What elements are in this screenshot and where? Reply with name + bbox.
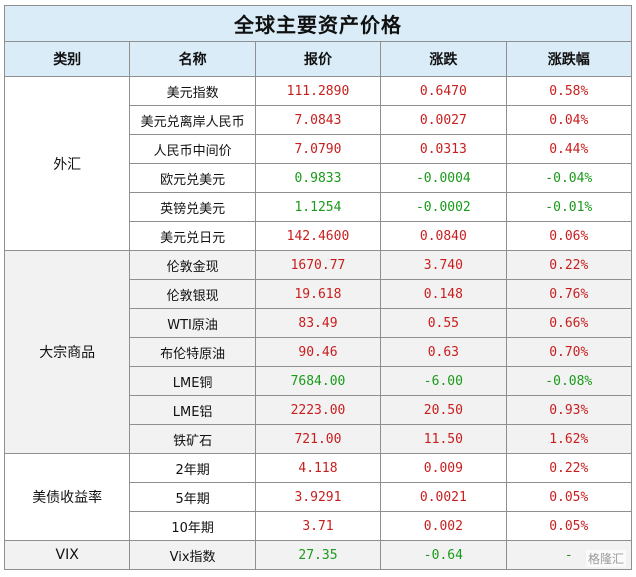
category-cell: VIX <box>3 540 131 570</box>
asset-price-table: 全球主要资产价格 类别 名称 报价 涨跌 涨跌幅 外汇 美元指数 111.2890 0… <box>3 5 633 570</box>
price-cell: 1.1254 <box>254 192 382 222</box>
change-pct-cell: -0.01% <box>505 192 633 222</box>
table-row: 欧元兑美元 0.9833 -0.0004 -0.04% <box>5 163 633 193</box>
change-pct-cell: 0.06% <box>505 221 633 251</box>
name-cell: 布伦特原油 <box>129 337 256 367</box>
change-cell: 0.148 <box>380 279 507 309</box>
table-row: VIX Vix指数 27.35 -0.64- <box>3 540 633 570</box>
change-cell: 0.55 <box>380 308 507 338</box>
change-cell: 0.009 <box>380 453 507 483</box>
change-pct-cell: -0.04% <box>505 163 633 193</box>
price-cell: 27.35 <box>254 540 382 570</box>
name-cell: LME铝 <box>129 395 256 425</box>
price-cell: 721.00 <box>254 424 382 454</box>
price-cell: 0.9833 <box>254 163 382 193</box>
price-cell: 4.118 <box>254 453 382 483</box>
table-row: 英镑兑美元 1.1254 -0.0002 -0.01% <box>5 192 633 222</box>
table-row: 美债收益率 2年期 4.118 0.009 0.22% <box>3 453 633 541</box>
change-pct-cell: 1.62% <box>505 424 633 454</box>
name-cell: LME铜 <box>129 366 256 396</box>
price-cell: 111.2890 <box>254 76 382 106</box>
change-cell: 0.0840 <box>380 221 507 251</box>
change-pct-cell: 0.70% <box>505 337 633 367</box>
change-cell: 11.50 <box>380 424 507 454</box>
price-cell: 83.49 <box>254 308 382 338</box>
change-cell: 20.50 <box>380 395 507 425</box>
table-row: 美元兑离岸人民币 7.0843 0.0027 0.04% <box>5 105 633 135</box>
change-cell: 0.6470 <box>380 76 507 106</box>
change-cell: -0.0004 <box>380 163 507 193</box>
change-pct-cell: 0.22% <box>505 453 633 483</box>
header-row: 类别 名称 报价 涨跌 涨跌幅 <box>3 41 633 77</box>
name-cell: 5年期 <box>129 482 256 512</box>
table-row: 10年期 3.71 0.002 0.05% <box>5 511 633 541</box>
header-name: 名称 <box>129 41 256 77</box>
table-row: 外汇 美元指数 111.2890 0.6470 0.58% <box>3 76 633 251</box>
name-cell: 美元兑日元 <box>129 221 256 251</box>
price-cell: 142.4600 <box>254 221 382 251</box>
table-row: 人民币中间价 7.0790 0.0313 0.44% <box>5 134 633 164</box>
category-cell: 大宗商品 <box>3 250 131 454</box>
change-cell: 0.002 <box>380 511 507 541</box>
table-row: WTI原油 83.49 0.55 0.66% <box>5 308 633 338</box>
table-row: 伦敦银现 19.618 0.148 0.76% <box>5 279 633 309</box>
name-cell: 10年期 <box>129 511 256 541</box>
name-cell: Vix指数 <box>129 540 256 570</box>
change-cell: 3.740 <box>380 250 507 280</box>
price-cell: 2223.00 <box>254 395 382 425</box>
change-cell: 0.63 <box>380 337 507 367</box>
header-category: 类别 <box>3 41 131 77</box>
table-title: 全球主要资产价格 <box>4 5 632 42</box>
price-cell: 19.618 <box>254 279 382 309</box>
category-cell: 外汇 <box>3 76 131 251</box>
asset-price-table-wrapper: 全球主要资产价格 类别 名称 报价 涨跌 涨跌幅 外汇 美元指数 111.2890 0… <box>3 5 633 570</box>
name-cell: 美元指数 <box>129 76 256 106</box>
change-pct-cell: 0.44% <box>505 134 633 164</box>
table-row: LME铜 7684.00 -6.00 -0.08% <box>5 366 633 396</box>
name-cell: 欧元兑美元 <box>129 163 256 193</box>
watermark-logo: 格隆汇 <box>585 550 626 567</box>
name-cell: WTI原油 <box>129 308 256 338</box>
price-cell: 90.46 <box>254 337 382 367</box>
table-row: 5年期 3.9291 0.0021 0.05% <box>5 482 633 512</box>
name-cell: 2年期 <box>129 453 256 483</box>
change-cell: -0.0002 <box>380 192 507 222</box>
price-cell: 7684.00 <box>254 366 382 396</box>
table-row: 布伦特原油 90.46 0.63 0.70% <box>5 337 633 367</box>
change-cell: 0.0313 <box>380 134 507 164</box>
change-pct-cell: 0.76% <box>505 279 633 309</box>
table-row: LME铝 2223.00 20.50 0.93% <box>5 395 633 425</box>
price-cell: 3.9291 <box>254 482 382 512</box>
change-cell: 0.0021 <box>380 482 507 512</box>
change-cell: 0.0027 <box>380 105 507 135</box>
name-cell: 伦敦金现 <box>129 250 256 280</box>
change-pct-cell: 0.05% <box>505 482 633 512</box>
price-cell: 7.0790 <box>254 134 382 164</box>
change-pct-cell: 0.22% <box>505 250 633 280</box>
change-pct-cell: 0.05% <box>505 511 633 541</box>
header-change: 涨跌 <box>380 41 507 77</box>
price-cell: 3.71 <box>254 511 382 541</box>
name-cell: 美元兑离岸人民币 <box>129 105 256 135</box>
change-pct-cell: 0.04% <box>505 105 633 135</box>
name-cell: 人民币中间价 <box>129 134 256 164</box>
change-cell: -6.00 <box>380 366 507 396</box>
name-cell: 铁矿石 <box>129 424 256 454</box>
price-cell: 1670.77 <box>254 250 382 280</box>
change-cell: -0.64 <box>380 540 507 570</box>
change-pct-cell: 0.58% <box>505 76 633 106</box>
table-row: 大宗商品 伦敦金现 1670.77 3.740 0.22% <box>3 250 633 454</box>
change-pct-cell: 0.66% <box>505 308 633 338</box>
price-cell: 7.0843 <box>254 105 382 135</box>
category-cell: 美债收益率 <box>3 453 131 541</box>
table-body: 外汇 美元指数 111.2890 0.6470 0.58% 美元兑离岸人民币 7.0843 0… <box>3 76 633 570</box>
header-price: 报价 <box>254 41 382 77</box>
name-cell: 伦敦银现 <box>129 279 256 309</box>
name-cell: 英镑兑美元 <box>129 192 256 222</box>
change-pct-cell: 0.93% <box>505 395 633 425</box>
change-pct-cell: -0.08% <box>505 366 633 396</box>
header-change-pct: 涨跌幅 <box>505 41 633 77</box>
